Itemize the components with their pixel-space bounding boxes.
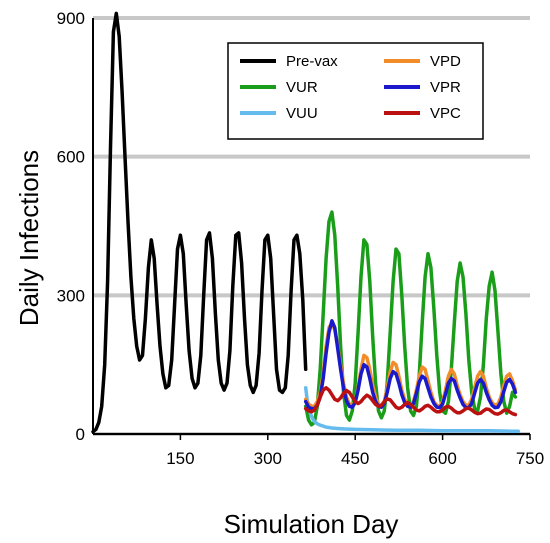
legend-label: VPR <box>430 79 461 96</box>
series-line-pre-vax <box>91 11 308 434</box>
legend-label: Pre-vax <box>286 53 338 70</box>
series-line-vpr <box>303 319 518 411</box>
tick-labels: 0 300 600 900 150 300 450 600 750 <box>57 9 545 468</box>
y-tick-label: 0 <box>76 425 85 444</box>
legend-label: VUR <box>286 79 318 96</box>
legend: Pre-vax VUR VUU VPD VPR VPC <box>227 42 484 140</box>
x-axis-title: Simulation Day <box>224 509 399 539</box>
y-tick-label: 600 <box>57 148 85 167</box>
x-tick-label: 300 <box>254 449 282 468</box>
series-line-vpc <box>303 386 518 417</box>
legend-label: VPC <box>430 105 461 122</box>
legend-label: VPD <box>430 53 461 70</box>
y-tick-label: 300 <box>57 286 85 305</box>
x-tick-label: 750 <box>516 449 544 468</box>
series-line-vuu <box>303 386 521 433</box>
x-tick-label: 450 <box>341 449 369 468</box>
data-series <box>91 11 521 434</box>
legend-label: VUU <box>286 105 318 122</box>
y-axis-title: Daily Infections <box>14 150 44 326</box>
y-tick-label: 900 <box>57 9 85 28</box>
series-line-vur <box>303 210 518 427</box>
x-tick-label: 150 <box>166 449 194 468</box>
x-tick-label: 600 <box>428 449 456 468</box>
axes <box>92 18 530 435</box>
